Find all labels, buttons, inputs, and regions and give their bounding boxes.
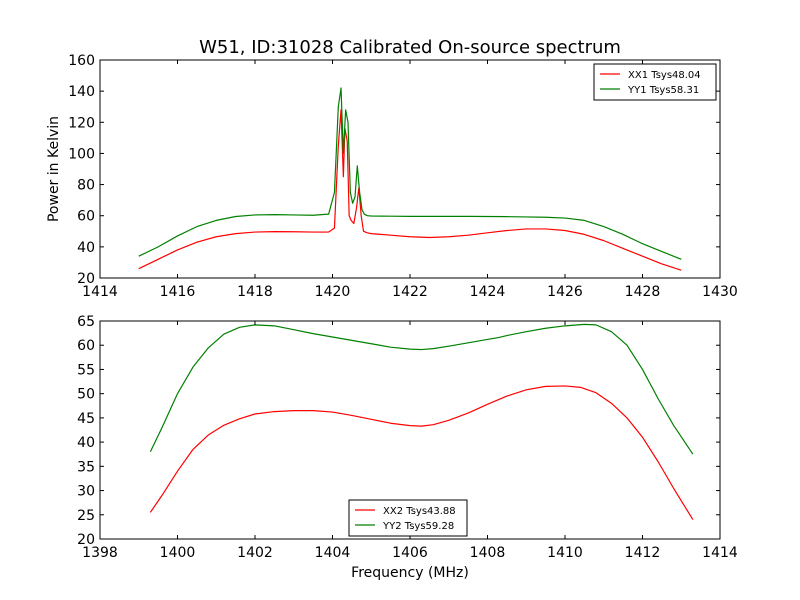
legend: XX2 Tsys43.88 YY2 Tsys59.28 — [348, 499, 468, 537]
plot-bottom: 1398 1400 1402 1404 1406 1408 1410 1412 1414 20 25… — [77, 314, 738, 561]
series-line-xx — [149, 385, 694, 520]
legend-entry-label: YY1 Tsys58.31 — [627, 85, 699, 96]
legend-entry-label: XX2 Tsys43.88 — [383, 506, 456, 517]
y-tick-label: 45 — [77, 411, 95, 427]
legend: XX1 Tsys48.04 YY1 Tsys58.31 — [593, 63, 717, 101]
x-tick-label: 1418 — [237, 284, 273, 300]
plot-top: 1414 1416 1418 1420 1422 1424 1426 1428 1430 20 40… — [68, 53, 738, 300]
y-tick-label: 20 — [77, 271, 95, 287]
y-tick-label: 55 — [77, 362, 95, 378]
y-tick-label: 65 — [77, 314, 95, 330]
x-axis-label: Frequency (MHz) — [351, 565, 469, 581]
x-tick-label: 1410 — [547, 545, 583, 561]
y-tick-label: 20 — [77, 532, 95, 548]
y-tick-label: 60 — [77, 209, 95, 225]
x-tick-label: 1420 — [315, 284, 351, 300]
x-tick-label: 1402 — [237, 545, 273, 561]
legend-box — [593, 63, 717, 101]
y-tick-label: 30 — [77, 484, 95, 500]
legend-entry-label: YY2 Tsys59.28 — [382, 521, 454, 532]
x-tick-label: 1404 — [315, 545, 351, 561]
x-tick-label: 1416 — [160, 284, 196, 300]
x-tick-label: 1408 — [470, 545, 506, 561]
series-line-yy — [149, 323, 694, 455]
y-axis-label: Power in Kelvin — [46, 116, 62, 222]
x-tick-label: 1398 — [82, 545, 118, 561]
x-tick-label: 1426 — [547, 284, 583, 300]
y-tick-label: 60 — [77, 338, 95, 354]
x-tick-label: 1422 — [392, 284, 428, 300]
series-line-yy — [138, 87, 682, 260]
y-tick-label: 120 — [68, 115, 95, 131]
x-tick-label: 1406 — [392, 545, 428, 561]
x-tick-label: 1424 — [470, 284, 506, 300]
chart-title: W51, ID:31028 Calibrated On-source spect… — [199, 37, 621, 58]
y-tick-label: 25 — [77, 508, 95, 524]
y-tick-label: 40 — [77, 435, 95, 451]
series-line-xx — [138, 109, 682, 271]
y-tick-label: 80 — [77, 178, 95, 194]
y-tick-label: 160 — [68, 53, 95, 69]
legend-box — [348, 499, 468, 537]
y-tick-label: 100 — [68, 146, 95, 162]
x-tick-label: 1414 — [82, 284, 118, 300]
y-tick-label: 40 — [77, 240, 95, 256]
x-tick-label: 1412 — [625, 545, 661, 561]
y-tick-label: 140 — [68, 84, 95, 100]
y-tick-label: 50 — [77, 387, 95, 403]
legend-entry-label: XX1 Tsys48.04 — [628, 70, 701, 81]
x-tick-label: 1414 — [702, 545, 738, 561]
y-tick-label: 35 — [77, 459, 95, 475]
x-tick-label: 1400 — [160, 545, 196, 561]
x-tick-label: 1430 — [702, 284, 738, 300]
x-tick-label: 1428 — [625, 284, 661, 300]
